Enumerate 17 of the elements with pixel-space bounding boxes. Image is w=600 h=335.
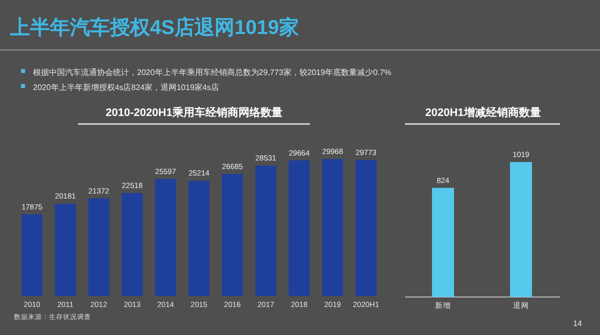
bar xyxy=(155,178,176,296)
bar xyxy=(54,204,76,296)
bar xyxy=(122,193,143,296)
bar xyxy=(22,214,42,296)
bar xyxy=(222,174,243,296)
bar xyxy=(322,159,344,296)
text: 根据中国汽车流通协会统计，2020年上半年乘用车经销商总数为29,773家，较2019年底数量减少0.7% xyxy=(33,68,392,77)
chart-title: 2010-2020H1乘用车经销商网络数量 xyxy=(106,106,282,119)
bar xyxy=(255,166,276,296)
text: 上半年汽车授权4S店退网1019家 xyxy=(9,16,299,39)
bar xyxy=(288,160,310,296)
text: 2020年上半年新增授权4s店824家，退网1019家4s店 xyxy=(33,83,219,92)
bar xyxy=(188,180,210,296)
chart-title: 2020H1增减经销商数量 xyxy=(425,106,541,119)
bar xyxy=(356,160,376,296)
bar xyxy=(88,198,110,296)
text: 14 xyxy=(573,319,583,328)
